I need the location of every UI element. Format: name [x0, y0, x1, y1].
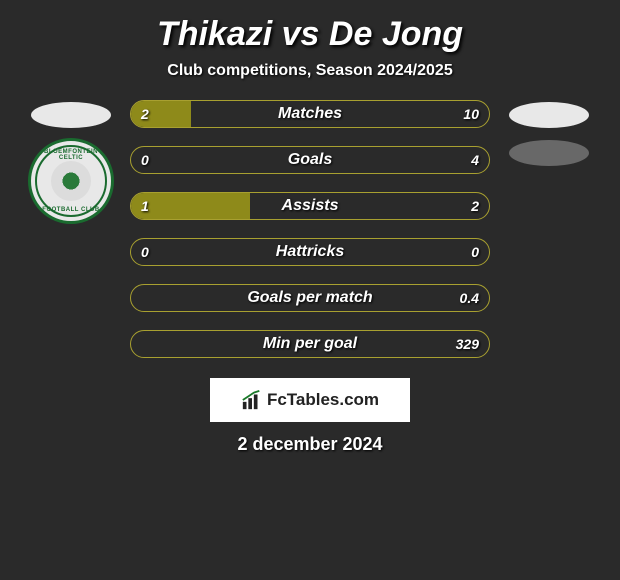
shamrock-icon	[51, 161, 91, 201]
stat-value-right: 0	[471, 244, 479, 260]
stat-bar: Matches 2 10	[130, 100, 490, 128]
flag-icon	[31, 102, 111, 128]
badge-text-bottom: FOOTBALL CLUB	[42, 207, 99, 213]
chart-icon	[241, 389, 263, 411]
flag-icon	[509, 102, 589, 128]
right-player-col	[504, 100, 594, 166]
stat-bar: Goals per match 0.4	[130, 284, 490, 312]
badge-text-top: BLOEMFONTEIN CELTIC	[37, 149, 105, 161]
stat-bar: Hattricks 0 0	[130, 238, 490, 266]
stat-value-right: 0.4	[460, 290, 479, 306]
date-label: 2 december 2024	[0, 434, 620, 455]
stat-label: Hattricks	[276, 243, 344, 261]
page-title: Thikazi vs De Jong	[0, 15, 620, 54]
club-badge-inner: BLOEMFONTEIN CELTIC FOOTBALL CLUB	[35, 145, 107, 217]
stat-label: Goals per match	[247, 289, 372, 307]
stat-value-right: 2	[471, 198, 479, 214]
stat-value-right: 329	[456, 336, 479, 352]
logo-text: FcTables.com	[267, 390, 379, 410]
left-player-col: BLOEMFONTEIN CELTIC FOOTBALL CLUB	[26, 100, 116, 224]
club-badge: BLOEMFONTEIN CELTIC FOOTBALL CLUB	[28, 138, 114, 224]
stat-label: Goals	[288, 151, 332, 169]
stat-label: Assists	[282, 197, 339, 215]
page-subtitle: Club competitions, Season 2024/2025	[0, 62, 620, 80]
stat-fill-left	[131, 101, 191, 127]
fctables-logo[interactable]: FcTables.com	[210, 378, 410, 422]
stat-bar: Min per goal 329	[130, 330, 490, 358]
flag-icon	[509, 140, 589, 166]
stat-bar: Goals 0 4	[130, 146, 490, 174]
stat-value-left: 0	[141, 152, 149, 168]
stat-label: Min per goal	[263, 335, 357, 353]
stats-column: Matches210Goals04Assists12Hattricks00Goa…	[130, 100, 490, 358]
comparison-card: Thikazi vs De Jong Club competitions, Se…	[0, 0, 620, 465]
stat-value-right: 10	[463, 106, 479, 122]
stat-value-left: 0	[141, 244, 149, 260]
stat-value-right: 4	[471, 152, 479, 168]
stat-value-left: 2	[141, 106, 149, 122]
stat-bar: Assists 1 2	[130, 192, 490, 220]
stat-value-left: 1	[141, 198, 149, 214]
stat-label: Matches	[278, 105, 342, 123]
main-row: BLOEMFONTEIN CELTIC FOOTBALL CLUB Matche…	[0, 100, 620, 358]
